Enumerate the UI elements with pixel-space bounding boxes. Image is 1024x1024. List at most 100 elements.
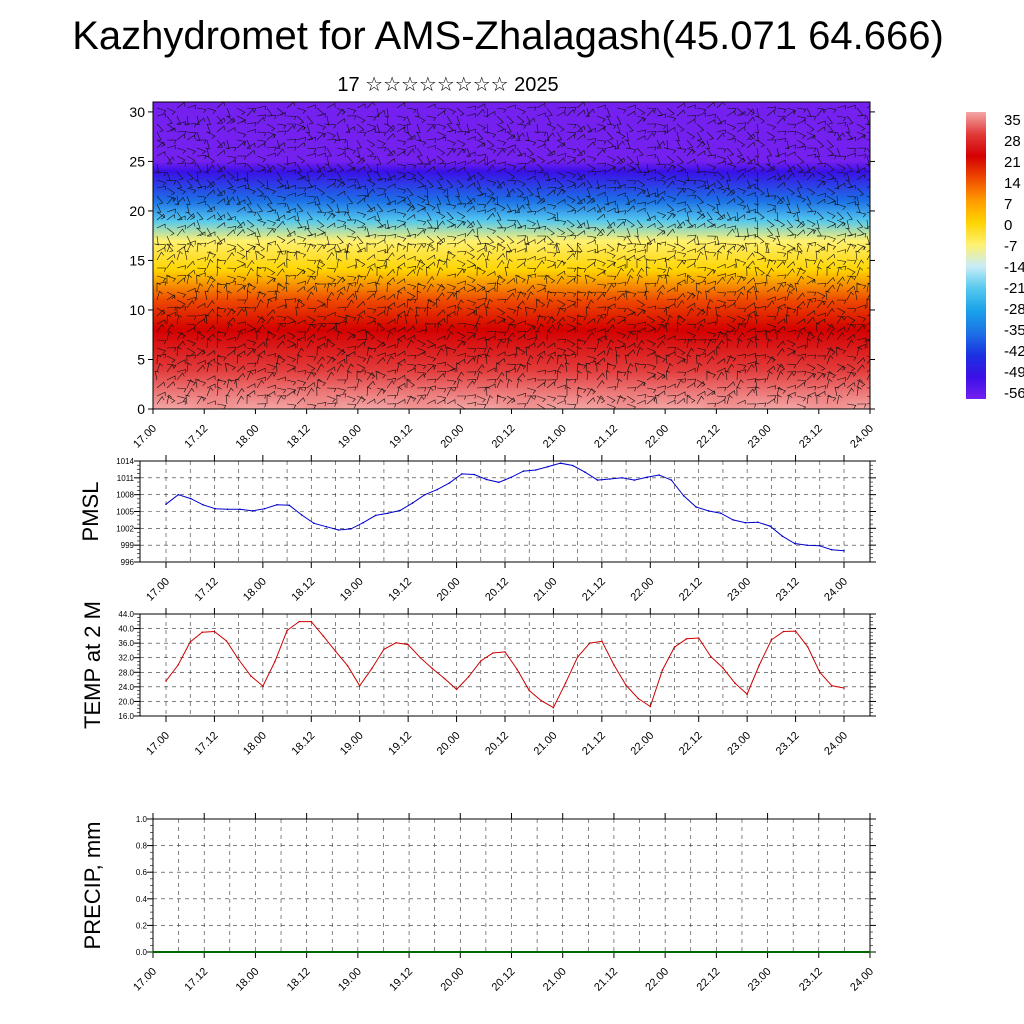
wind-barb	[386, 355, 394, 365]
wind-barb	[826, 200, 836, 206]
wind-barb	[366, 331, 375, 340]
wind-barb	[406, 325, 416, 333]
wind-barb	[516, 320, 526, 325]
wind-barb	[566, 131, 577, 137]
wind-barb	[354, 290, 360, 301]
wind-barb	[246, 122, 257, 127]
wind-barb	[846, 291, 854, 301]
temp-point	[274, 660, 276, 663]
wind-barb	[466, 128, 476, 134]
wind-barb	[866, 253, 870, 261]
wind-barb	[356, 139, 362, 149]
wind-barb	[376, 249, 387, 254]
wind-barb	[426, 323, 437, 328]
wind-barb	[796, 220, 805, 229]
wind-barb	[456, 160, 466, 166]
wind-barb	[366, 267, 374, 277]
wind-barb	[596, 203, 602, 213]
wind-barb	[826, 177, 837, 183]
wind-barb	[485, 242, 490, 253]
wind-barb	[406, 395, 417, 402]
wind-barb	[266, 133, 276, 141]
wind-barb	[556, 384, 566, 390]
wind-barb	[406, 115, 411, 125]
temp-point	[516, 668, 518, 671]
wind-barb	[256, 142, 266, 149]
wind-barb	[416, 351, 426, 357]
wind-barb	[646, 107, 657, 113]
wind-barb	[346, 155, 354, 165]
wind-barb	[266, 353, 277, 358]
wind-barb	[856, 245, 866, 253]
wind-barb	[586, 235, 597, 241]
wind-barb	[346, 227, 356, 235]
wind-barb	[756, 163, 765, 172]
wind-barb	[226, 363, 236, 371]
pmsl-point	[436, 488, 439, 491]
wind-barb	[866, 282, 870, 293]
wind-barb	[326, 123, 337, 129]
wind-barb	[246, 107, 257, 113]
wind-barb	[536, 283, 547, 290]
wind-barb	[864, 219, 869, 230]
wind-barb	[286, 192, 296, 197]
wind-barb	[626, 254, 636, 261]
wind-barb	[776, 387, 787, 394]
wind-barb	[726, 302, 736, 309]
temp-point	[467, 675, 470, 678]
wind-barb	[206, 383, 216, 389]
wind-barb	[216, 266, 222, 277]
wind-barb	[766, 123, 777, 131]
wind-barb	[186, 296, 196, 302]
wind-barb	[826, 355, 834, 365]
wind-barb	[436, 283, 446, 291]
wind-barb	[766, 370, 773, 381]
pmsl-point	[522, 470, 525, 472]
wind-barb	[606, 403, 616, 409]
wind-barb	[706, 223, 716, 229]
wind-barb	[436, 370, 447, 376]
wind-barb	[796, 107, 807, 113]
x-tick-label: 20.12	[483, 730, 511, 758]
wind-barb	[816, 283, 827, 288]
pmsl-point	[263, 507, 266, 510]
wind-barb	[526, 395, 534, 405]
wind-barb	[746, 108, 755, 117]
precip-point	[203, 951, 205, 953]
wind-barb	[586, 327, 596, 333]
wind-barb	[796, 275, 804, 285]
wind-barb	[296, 387, 304, 397]
wind-barb	[306, 339, 314, 349]
wind-barb	[386, 394, 397, 400]
wind-barb	[266, 146, 277, 151]
wind-barb	[566, 209, 577, 215]
wind-barb	[676, 282, 682, 293]
wind-barb	[546, 115, 552, 125]
x-tick-label: 19.00	[338, 730, 366, 758]
wind-barb	[526, 139, 537, 146]
wind-barb	[176, 187, 186, 195]
wind-barb	[686, 238, 696, 245]
wind-barb	[746, 217, 757, 222]
wind-barb	[176, 387, 187, 393]
wind-barb	[846, 275, 854, 285]
wind-barb	[374, 107, 380, 118]
wind-barb	[375, 370, 380, 381]
wind-barb	[666, 399, 676, 405]
wind-barb	[686, 331, 696, 339]
wind-barb	[806, 166, 816, 173]
wind-barb	[426, 124, 435, 133]
wind-barb	[326, 103, 336, 109]
wind-barb	[466, 264, 476, 270]
wind-barb	[446, 273, 457, 278]
wind-barb	[306, 315, 316, 323]
wind-barb	[196, 330, 202, 341]
temp-point	[576, 656, 579, 658]
wind-barb	[326, 222, 336, 229]
wind-barb	[176, 250, 184, 261]
wind-barb	[196, 155, 207, 160]
wind-barb	[326, 298, 332, 309]
wind-barb	[516, 187, 525, 196]
wind-barb	[846, 323, 854, 333]
